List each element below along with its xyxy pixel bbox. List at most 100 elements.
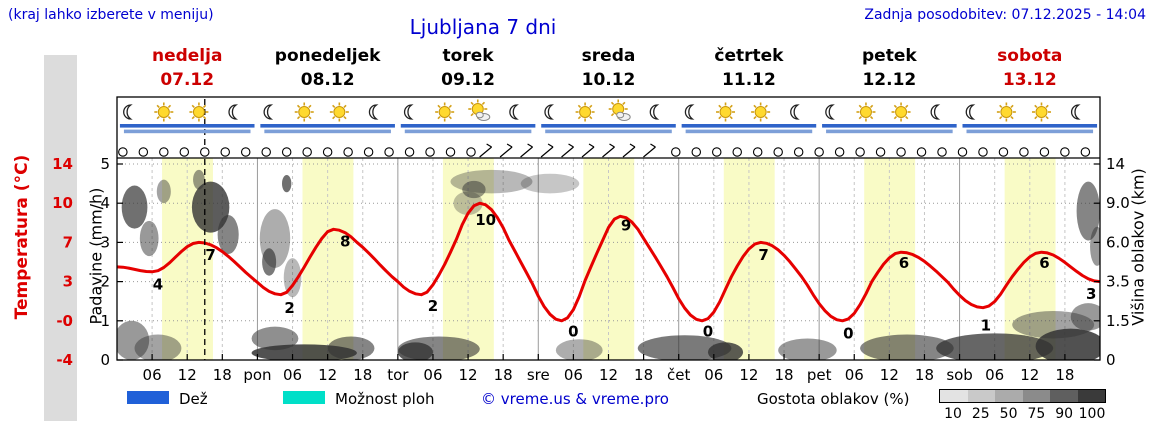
svg-text:06: 06 — [985, 366, 1004, 384]
svg-text:6: 6 — [1039, 254, 1049, 272]
day-name: nedelja — [151, 46, 223, 66]
moon-icon — [965, 104, 976, 120]
wind-barb-icon — [561, 143, 574, 158]
svg-text:0: 0 — [568, 322, 578, 340]
copyright-link[interactable]: © vreme.us & vreme.pro — [481, 390, 669, 408]
svg-text:6: 6 — [899, 254, 909, 272]
svg-text:sre: sre — [527, 366, 550, 384]
cloud-scale-segment — [1050, 390, 1078, 402]
calm-wind-icon — [118, 147, 128, 157]
wind-barb-icon — [581, 143, 595, 158]
calm-wind-icon — [240, 147, 251, 157]
svg-text:18: 18 — [213, 366, 232, 384]
svg-text:14: 14 — [1106, 155, 1125, 173]
sun-cloud-icon — [608, 99, 631, 121]
cloud-scale-value: 90 — [1055, 406, 1074, 422]
calm-wind-icon — [322, 147, 333, 157]
sun-icon — [856, 102, 876, 122]
cloud-scale-value: 100 — [1078, 406, 1106, 422]
svg-text:0: 0 — [1106, 351, 1116, 369]
day-name: torek — [442, 46, 494, 66]
cloud-scale-value: 50 — [999, 406, 1018, 422]
calm-wind-icon — [343, 147, 353, 157]
svg-text:sob: sob — [946, 366, 973, 384]
day-name: sreda — [581, 46, 636, 66]
moon-icon — [790, 104, 800, 120]
cloud-height-tick-values: 14 9.0 6.0 3.5 1.5 0 — [1106, 155, 1130, 369]
calm-wind-icon — [261, 147, 271, 157]
calm-wind-icon — [671, 147, 681, 157]
svg-text:čet: čet — [667, 366, 690, 384]
svg-text:1.5: 1.5 — [1106, 312, 1130, 330]
calm-wind-icon — [384, 147, 394, 157]
calm-wind-icon — [896, 147, 906, 157]
sun-icon — [154, 102, 174, 122]
svg-text:18: 18 — [494, 366, 513, 384]
temperature-extreme-labels: 4 7 2 8 2 10 0 9 0 7 0 6 1 6 3 — [153, 211, 1097, 343]
svg-text:-4: -4 — [56, 351, 73, 369]
svg-text:06: 06 — [283, 366, 302, 384]
moon-icon — [263, 104, 274, 120]
svg-text:8: 8 — [340, 232, 350, 250]
svg-text:4: 4 — [100, 194, 110, 212]
day-date: 09.12 — [441, 70, 495, 90]
rain-legend-swatch — [127, 391, 169, 404]
svg-text:10: 10 — [475, 211, 496, 229]
svg-text:12: 12 — [1020, 366, 1039, 384]
svg-text:12: 12 — [880, 366, 899, 384]
wind-barb-icon — [479, 143, 493, 158]
day-name: sobota — [997, 46, 1063, 66]
wind-barb-icon — [643, 143, 656, 158]
temperature-curve — [117, 201, 1100, 323]
svg-text:2: 2 — [284, 299, 294, 317]
svg-text:18: 18 — [634, 366, 653, 384]
wind-symbols — [118, 143, 1091, 158]
svg-text:12: 12 — [318, 366, 337, 384]
cloud-scale-segment — [1022, 390, 1050, 402]
day-name: petek — [862, 46, 917, 66]
svg-text:12: 12 — [459, 366, 478, 384]
calm-wind-icon — [1019, 147, 1029, 157]
sun-icon — [189, 102, 209, 122]
calm-wind-icon — [363, 147, 374, 157]
calm-wind-icon — [998, 147, 1009, 157]
calm-wind-icon — [957, 147, 968, 157]
svg-text:7: 7 — [758, 246, 768, 264]
moon-icon — [1070, 104, 1081, 120]
svg-text:0: 0 — [100, 351, 110, 369]
location-menu-hint[interactable]: (kraj lahko izberete v meniju) — [8, 7, 214, 23]
day-date: 07.12 — [160, 70, 215, 90]
svg-text:7: 7 — [63, 233, 73, 251]
calm-wind-icon — [138, 147, 149, 157]
calm-wind-icon — [179, 147, 190, 157]
calm-wind-icon — [159, 147, 169, 157]
cloud-scale-segment — [995, 390, 1023, 402]
precip-tick-values: 5 4 3 2 1 0 — [100, 155, 110, 369]
temp-tick-values: 14 10 7 3 -0 -4 — [52, 155, 73, 369]
svg-text:pon: pon — [243, 366, 271, 384]
moon-icon — [403, 104, 414, 120]
moon-icon — [684, 104, 695, 120]
showers-legend-swatch — [283, 391, 325, 404]
last-update-text: Zadnja posodobitev: 07.12.2025 - 14:04 — [864, 7, 1146, 23]
calm-wind-icon — [916, 147, 927, 157]
weather-icons — [123, 99, 1081, 122]
cloud-density-legend-label: Gostota oblakov (%) — [757, 390, 910, 408]
svg-text:9.0: 9.0 — [1106, 194, 1130, 212]
svg-text:18: 18 — [353, 366, 372, 384]
svg-text:14: 14 — [52, 155, 73, 173]
svg-text:0: 0 — [703, 322, 713, 340]
moon-icon — [825, 104, 835, 120]
moon-icon — [930, 104, 941, 120]
day-name: četrtek — [714, 46, 784, 66]
svg-text:18: 18 — [774, 366, 793, 384]
svg-text:6.0: 6.0 — [1106, 233, 1130, 251]
calm-wind-icon — [691, 147, 702, 157]
showers-legend-label: Možnost ploh — [335, 390, 435, 408]
svg-text:06: 06 — [423, 366, 442, 384]
calm-wind-icon — [978, 147, 988, 157]
svg-text:3: 3 — [1086, 285, 1096, 303]
sun-icon — [575, 102, 595, 122]
